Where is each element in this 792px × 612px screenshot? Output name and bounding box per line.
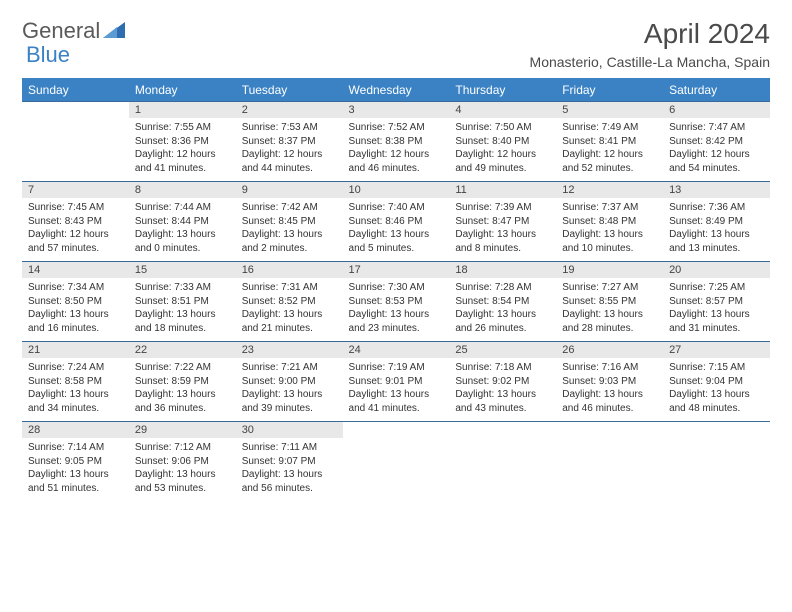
- day-header: Saturday: [663, 79, 770, 102]
- day-number-cell: 18: [449, 262, 556, 279]
- day-number-cell: 28: [22, 422, 129, 439]
- day-number-cell: 2: [236, 102, 343, 119]
- day-number-cell: [663, 422, 770, 439]
- day-number-cell: 30: [236, 422, 343, 439]
- month-title: April 2024: [530, 18, 770, 50]
- day-header: Wednesday: [343, 79, 450, 102]
- day-detail-cell: Sunrise: 7:50 AMSunset: 8:40 PMDaylight:…: [449, 118, 556, 182]
- day-number-cell: [22, 102, 129, 119]
- day-detail-cell: [556, 438, 663, 501]
- day-detail-row: Sunrise: 7:24 AMSunset: 8:58 PMDaylight:…: [22, 358, 770, 422]
- location-subtitle: Monasterio, Castille-La Mancha, Spain: [530, 54, 770, 70]
- day-detail-cell: Sunrise: 7:55 AMSunset: 8:36 PMDaylight:…: [129, 118, 236, 182]
- day-detail-cell: Sunrise: 7:52 AMSunset: 8:38 PMDaylight:…: [343, 118, 450, 182]
- day-detail-cell: Sunrise: 7:53 AMSunset: 8:37 PMDaylight:…: [236, 118, 343, 182]
- day-detail-cell: Sunrise: 7:24 AMSunset: 8:58 PMDaylight:…: [22, 358, 129, 422]
- day-detail-cell: Sunrise: 7:14 AMSunset: 9:05 PMDaylight:…: [22, 438, 129, 501]
- day-detail-cell: Sunrise: 7:33 AMSunset: 8:51 PMDaylight:…: [129, 278, 236, 342]
- day-number-row: 282930: [22, 422, 770, 439]
- day-detail-cell: Sunrise: 7:42 AMSunset: 8:45 PMDaylight:…: [236, 198, 343, 262]
- day-header: Friday: [556, 79, 663, 102]
- day-detail-cell: Sunrise: 7:40 AMSunset: 8:46 PMDaylight:…: [343, 198, 450, 262]
- day-number-cell: 12: [556, 182, 663, 199]
- day-number-cell: 11: [449, 182, 556, 199]
- day-number-cell: 3: [343, 102, 450, 119]
- day-number-cell: 23: [236, 342, 343, 359]
- day-detail-cell: Sunrise: 7:11 AMSunset: 9:07 PMDaylight:…: [236, 438, 343, 501]
- calendar-table: SundayMondayTuesdayWednesdayThursdayFrid…: [22, 78, 770, 501]
- day-detail-cell: Sunrise: 7:31 AMSunset: 8:52 PMDaylight:…: [236, 278, 343, 342]
- day-number-cell: 17: [343, 262, 450, 279]
- day-detail-cell: [343, 438, 450, 501]
- day-number-cell: 29: [129, 422, 236, 439]
- day-detail-cell: Sunrise: 7:37 AMSunset: 8:48 PMDaylight:…: [556, 198, 663, 262]
- day-number-cell: 16: [236, 262, 343, 279]
- day-detail-cell: Sunrise: 7:27 AMSunset: 8:55 PMDaylight:…: [556, 278, 663, 342]
- day-number-cell: 25: [449, 342, 556, 359]
- day-header: Tuesday: [236, 79, 343, 102]
- day-detail-cell: Sunrise: 7:19 AMSunset: 9:01 PMDaylight:…: [343, 358, 450, 422]
- logo-text-2: Blue: [26, 42, 70, 68]
- day-detail-row: Sunrise: 7:55 AMSunset: 8:36 PMDaylight:…: [22, 118, 770, 182]
- day-detail-cell: [663, 438, 770, 501]
- day-detail-cell: Sunrise: 7:44 AMSunset: 8:44 PMDaylight:…: [129, 198, 236, 262]
- day-detail-cell: Sunrise: 7:25 AMSunset: 8:57 PMDaylight:…: [663, 278, 770, 342]
- day-number-cell: 8: [129, 182, 236, 199]
- day-detail-cell: Sunrise: 7:22 AMSunset: 8:59 PMDaylight:…: [129, 358, 236, 422]
- day-header: Thursday: [449, 79, 556, 102]
- day-detail-cell: Sunrise: 7:18 AMSunset: 9:02 PMDaylight:…: [449, 358, 556, 422]
- day-detail-row: Sunrise: 7:45 AMSunset: 8:43 PMDaylight:…: [22, 198, 770, 262]
- day-detail-cell: Sunrise: 7:28 AMSunset: 8:54 PMDaylight:…: [449, 278, 556, 342]
- day-number-cell: 24: [343, 342, 450, 359]
- day-number-cell: 14: [22, 262, 129, 279]
- day-number-cell: 4: [449, 102, 556, 119]
- day-detail-cell: Sunrise: 7:34 AMSunset: 8:50 PMDaylight:…: [22, 278, 129, 342]
- day-detail-cell: Sunrise: 7:12 AMSunset: 9:06 PMDaylight:…: [129, 438, 236, 501]
- day-header: Monday: [129, 79, 236, 102]
- day-detail-cell: Sunrise: 7:39 AMSunset: 8:47 PMDaylight:…: [449, 198, 556, 262]
- day-number-cell: 13: [663, 182, 770, 199]
- logo-text-1: General: [22, 18, 100, 44]
- day-detail-cell: Sunrise: 7:15 AMSunset: 9:04 PMDaylight:…: [663, 358, 770, 422]
- day-detail-cell: Sunrise: 7:36 AMSunset: 8:49 PMDaylight:…: [663, 198, 770, 262]
- calendar-header-row: SundayMondayTuesdayWednesdayThursdayFrid…: [22, 79, 770, 102]
- day-header: Sunday: [22, 79, 129, 102]
- day-number-cell: 1: [129, 102, 236, 119]
- day-number-cell: 15: [129, 262, 236, 279]
- day-number-cell: 10: [343, 182, 450, 199]
- day-number-row: 78910111213: [22, 182, 770, 199]
- day-number-cell: 22: [129, 342, 236, 359]
- day-detail-row: Sunrise: 7:14 AMSunset: 9:05 PMDaylight:…: [22, 438, 770, 501]
- day-detail-cell: Sunrise: 7:21 AMSunset: 9:00 PMDaylight:…: [236, 358, 343, 422]
- day-number-cell: 21: [22, 342, 129, 359]
- day-number-cell: 26: [556, 342, 663, 359]
- day-number-row: 14151617181920: [22, 262, 770, 279]
- day-number-cell: 27: [663, 342, 770, 359]
- day-detail-row: Sunrise: 7:34 AMSunset: 8:50 PMDaylight:…: [22, 278, 770, 342]
- day-number-row: 21222324252627: [22, 342, 770, 359]
- calendar-body: 123456Sunrise: 7:55 AMSunset: 8:36 PMDay…: [22, 102, 770, 502]
- day-number-cell: [343, 422, 450, 439]
- logo-triangle-icon: [103, 22, 125, 38]
- day-detail-cell: [22, 118, 129, 182]
- day-detail-cell: Sunrise: 7:49 AMSunset: 8:41 PMDaylight:…: [556, 118, 663, 182]
- day-detail-cell: [449, 438, 556, 501]
- day-number-cell: [449, 422, 556, 439]
- calendar-page: General April 2024 Monasterio, Castille-…: [0, 0, 792, 513]
- day-number-cell: [556, 422, 663, 439]
- day-number-cell: 5: [556, 102, 663, 119]
- day-detail-cell: Sunrise: 7:45 AMSunset: 8:43 PMDaylight:…: [22, 198, 129, 262]
- day-number-cell: 7: [22, 182, 129, 199]
- day-detail-cell: Sunrise: 7:30 AMSunset: 8:53 PMDaylight:…: [343, 278, 450, 342]
- day-number-cell: 6: [663, 102, 770, 119]
- title-block: April 2024 Monasterio, Castille-La Manch…: [530, 18, 770, 70]
- page-header: General April 2024 Monasterio, Castille-…: [22, 18, 770, 70]
- day-number-cell: 19: [556, 262, 663, 279]
- day-detail-cell: Sunrise: 7:16 AMSunset: 9:03 PMDaylight:…: [556, 358, 663, 422]
- day-number-cell: 20: [663, 262, 770, 279]
- day-number-cell: 9: [236, 182, 343, 199]
- day-detail-cell: Sunrise: 7:47 AMSunset: 8:42 PMDaylight:…: [663, 118, 770, 182]
- logo: General: [22, 18, 125, 44]
- day-number-row: 123456: [22, 102, 770, 119]
